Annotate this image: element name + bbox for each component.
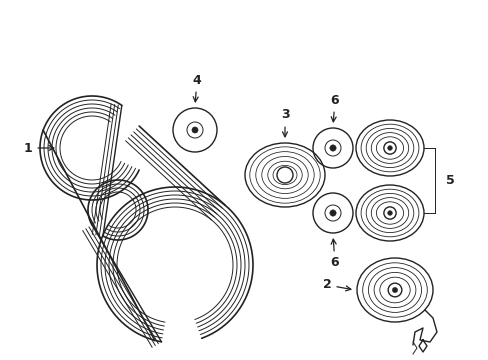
Text: 2: 2 bbox=[322, 279, 350, 292]
Circle shape bbox=[329, 210, 336, 216]
Circle shape bbox=[387, 211, 391, 215]
Circle shape bbox=[192, 127, 198, 133]
Circle shape bbox=[391, 287, 397, 293]
Text: 6: 6 bbox=[330, 239, 339, 270]
Text: 6: 6 bbox=[330, 94, 339, 122]
Circle shape bbox=[329, 145, 336, 151]
Text: 5: 5 bbox=[445, 174, 453, 187]
Text: 3: 3 bbox=[280, 108, 289, 137]
Text: 4: 4 bbox=[192, 73, 201, 102]
Text: 1: 1 bbox=[23, 141, 54, 154]
Circle shape bbox=[387, 145, 391, 150]
